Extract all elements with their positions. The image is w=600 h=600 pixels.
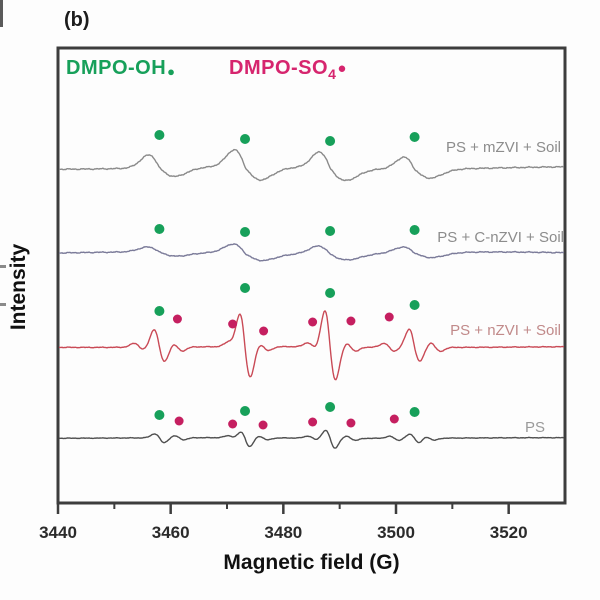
dmpo-so4-marker bbox=[384, 312, 394, 322]
dmpo-oh-marker bbox=[240, 406, 251, 416]
dmpo-so4-marker bbox=[308, 417, 318, 427]
dmpo-so4-marker bbox=[258, 420, 268, 430]
dmpo-so4-marker bbox=[172, 314, 182, 324]
dmpo-oh-marker bbox=[240, 283, 251, 293]
spectrum-trace-3 bbox=[58, 310, 565, 381]
dmpo-so4-marker bbox=[346, 316, 356, 326]
dmpo-oh-marker bbox=[325, 136, 336, 146]
x-tick-label: 3460 bbox=[152, 523, 190, 542]
x-tick-label: 3440 bbox=[39, 523, 77, 542]
spectrum-trace-4 bbox=[58, 429, 565, 449]
dmpo-so4-marker bbox=[228, 319, 238, 329]
dmpo-so4-marker bbox=[228, 419, 238, 429]
dmpo-oh-marker bbox=[154, 224, 165, 234]
dmpo-so4-marker bbox=[346, 418, 356, 428]
dmpo-oh-marker bbox=[154, 410, 165, 420]
radical-dot-icon: ● bbox=[337, 60, 347, 77]
x-tick-label: 3520 bbox=[490, 523, 528, 542]
dmpo-so4-marker bbox=[174, 416, 184, 426]
x-axis-title: Magnetic field (G) bbox=[223, 551, 400, 574]
dmpo-oh-marker bbox=[325, 226, 336, 236]
legend-dmpo-oh: DMPO-OH● bbox=[66, 57, 176, 80]
spectrum-trace-1 bbox=[58, 148, 565, 182]
panel-label: (b) bbox=[64, 9, 90, 31]
trace-label-1: PS + mZVI + Soil bbox=[446, 139, 561, 156]
dmpo-so4-marker bbox=[308, 317, 318, 327]
radical-dot-icon: ● bbox=[167, 64, 176, 79]
trace-label-4: PS bbox=[525, 419, 545, 436]
dmpo-oh-marker bbox=[325, 402, 336, 412]
dmpo-oh-marker bbox=[154, 130, 165, 140]
dmpo-oh-marker bbox=[154, 306, 165, 316]
dmpo-oh-marker bbox=[240, 227, 251, 237]
dmpo-oh-marker bbox=[409, 300, 420, 310]
legend-dmpo-oh-label: DMPO-OH bbox=[66, 57, 167, 79]
trace-label-2: PS + C-nZVI + Soil bbox=[437, 229, 564, 246]
plot-border bbox=[56, 46, 567, 505]
dmpo-oh-marker bbox=[409, 225, 420, 235]
x-tick-label: 3500 bbox=[377, 523, 415, 542]
dmpo-so4-marker bbox=[259, 326, 269, 336]
dmpo-oh-marker bbox=[240, 134, 251, 144]
dmpo-so4-marker bbox=[389, 414, 399, 424]
legend-dmpo-so4: DMPO-SO4● bbox=[229, 57, 347, 82]
spectrum-trace-2 bbox=[58, 243, 565, 262]
dmpo-oh-marker bbox=[409, 132, 420, 142]
crop-artifact-left-dash-2 bbox=[0, 303, 6, 306]
dmpo-oh-marker bbox=[409, 407, 420, 417]
dmpo-oh-marker bbox=[325, 288, 336, 298]
x-tick-label: 3480 bbox=[264, 523, 302, 542]
trace-label-3: PS + nZVI + Soil bbox=[450, 322, 561, 339]
crop-artifact-left-top bbox=[0, 0, 3, 27]
legend-dmpo-so4-label: DMPO-SO bbox=[229, 57, 329, 79]
legend-dmpo-so4-subscript: 4 bbox=[328, 66, 337, 82]
crop-artifact-left-dash-1 bbox=[0, 265, 6, 268]
